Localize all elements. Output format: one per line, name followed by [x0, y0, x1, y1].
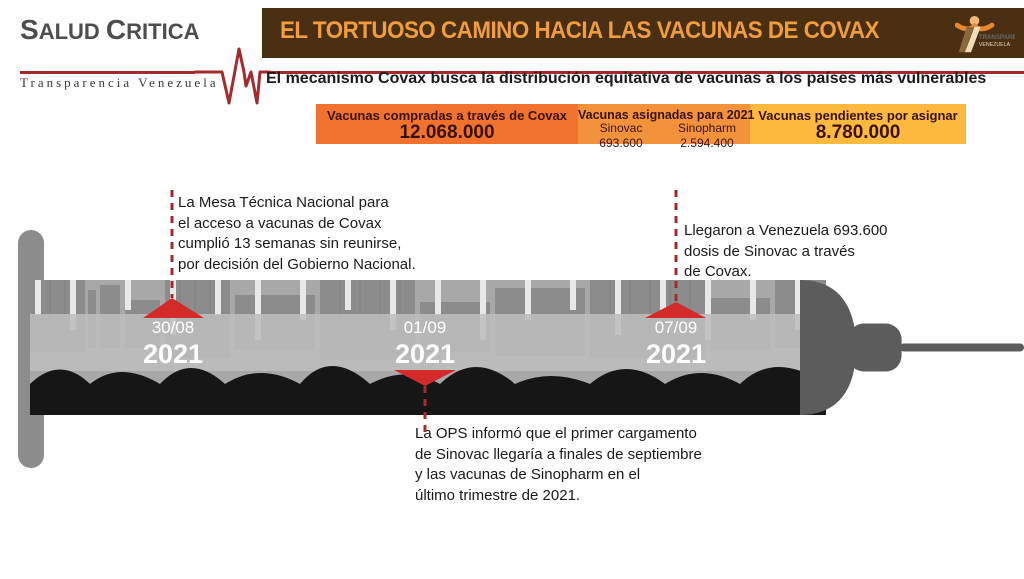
- svg-text:VENEZUELA: VENEZUELA: [979, 42, 1011, 48]
- svg-text:TRANSPARENCIA: TRANSPARENCIA: [979, 34, 1015, 41]
